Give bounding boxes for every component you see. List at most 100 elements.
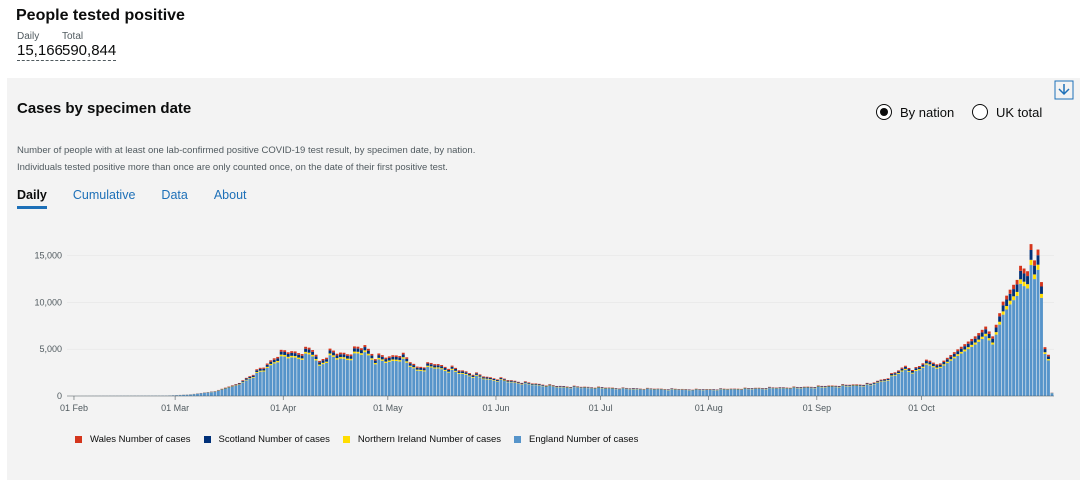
- bar-england: [230, 386, 234, 396]
- bar-england: [764, 389, 768, 396]
- bar-scotland: [897, 371, 900, 374]
- bar-england: [527, 384, 531, 396]
- bar-northern-ireland: [314, 359, 318, 361]
- download-button[interactable]: [1054, 80, 1074, 100]
- bar-scotland: [583, 387, 587, 388]
- bar-wales: [1043, 347, 1047, 350]
- bar-northern-ireland: [258, 370, 262, 372]
- bar-wales: [373, 359, 377, 361]
- bar-northern-ireland: [478, 376, 482, 378]
- daily-label: Daily: [17, 31, 40, 42]
- bar-england: [583, 387, 587, 396]
- bar-wales: [384, 357, 388, 360]
- bar-wales: [959, 346, 963, 349]
- bar-england: [206, 392, 210, 396]
- headline-title: People tested positive: [16, 7, 185, 24]
- bar-northern-ireland: [408, 365, 412, 367]
- bar-wales: [461, 370, 464, 372]
- radio-by-nation-label: By nation: [900, 104, 955, 120]
- bar-england: [555, 387, 559, 396]
- bar-northern-ireland: [394, 359, 398, 362]
- bar-northern-ireland: [461, 373, 464, 374]
- bar-wales: [394, 355, 398, 358]
- bar-northern-ireland: [276, 360, 280, 363]
- bar-scotland: [1047, 356, 1050, 360]
- bar-england: [311, 356, 315, 396]
- bar-england: [516, 383, 520, 396]
- bar-england: [890, 376, 893, 396]
- legend-swatch-northern-ireland: [342, 436, 350, 443]
- bar-scotland: [262, 368, 266, 371]
- bar-england: [792, 387, 796, 396]
- bar-northern-ireland: [359, 353, 363, 355]
- bar-england: [380, 360, 384, 396]
- bar-england: [865, 384, 869, 396]
- tab-cumulative[interactable]: Cumulative: [72, 188, 136, 202]
- bar-wales: [1001, 301, 1005, 306]
- bar-england: [736, 389, 740, 396]
- bar-wales: [1015, 279, 1019, 285]
- legend-item-england[interactable]: England Number of cases: [514, 434, 638, 445]
- bar-scotland: [283, 352, 287, 355]
- x-tick-label: 01 Aug: [695, 403, 723, 413]
- bar-scotland: [631, 388, 635, 389]
- bar-wales: [349, 354, 353, 357]
- bar-scotland: [883, 379, 886, 381]
- bar-northern-ireland: [495, 381, 499, 382]
- bar-england: [768, 388, 771, 396]
- tab-data[interactable]: Data: [161, 188, 188, 202]
- bar-wales: [391, 355, 395, 357]
- bar-wales: [513, 380, 517, 382]
- bar-scotland: [966, 343, 970, 348]
- bar-england: [935, 368, 939, 396]
- legend-item-scotland[interactable]: Scotland Number of cases: [203, 434, 330, 445]
- daily-value[interactable]: 15,166: [17, 42, 63, 61]
- bar-wales: [443, 366, 447, 369]
- bar-england: [991, 344, 995, 396]
- bar-scotland: [830, 385, 834, 387]
- radio-uk-total[interactable]: UK total: [972, 104, 1042, 120]
- bar-england: [579, 388, 583, 396]
- bar-england: [415, 370, 419, 396]
- bar-england: [384, 362, 388, 396]
- bar-northern-ireland: [883, 380, 886, 382]
- bar-england: [192, 394, 196, 396]
- bar-england: [405, 362, 409, 396]
- bar-scotland: [876, 381, 880, 383]
- bar-northern-ireland: [363, 350, 367, 353]
- bar-scotland: [1019, 270, 1023, 280]
- radio-by-nation[interactable]: By nation: [876, 104, 954, 120]
- bar-england: [907, 371, 911, 396]
- bar-scotland: [1029, 250, 1033, 260]
- tab-about[interactable]: About: [213, 188, 247, 202]
- bar-northern-ireland: [325, 361, 328, 363]
- bar-northern-ireland: [509, 381, 513, 383]
- bar-england: [248, 378, 252, 396]
- bar-scotland: [917, 367, 921, 370]
- total-value[interactable]: 590,844: [62, 42, 117, 61]
- bar-scotland: [1033, 265, 1036, 275]
- legend-item-northern-ireland[interactable]: Northern Ireland Number of cases: [342, 434, 501, 445]
- legend-item-wales[interactable]: Wales Number of cases: [75, 434, 191, 445]
- bar-england: [781, 388, 785, 396]
- bar-wales: [1033, 260, 1036, 266]
- bar-wales: [499, 377, 503, 379]
- bar-england: [342, 358, 346, 396]
- tab-daily[interactable]: Daily: [17, 188, 47, 209]
- bar-scotland: [516, 382, 520, 384]
- bar-wales: [890, 373, 893, 374]
- bar-northern-ireland: [938, 366, 942, 368]
- bar-england: [272, 363, 276, 396]
- bar-wales: [872, 382, 876, 383]
- bar-wales: [506, 380, 510, 381]
- legend-swatch-england: [514, 436, 522, 443]
- bar-northern-ireland: [471, 376, 475, 378]
- bar-northern-ireland: [457, 372, 461, 374]
- bar-scotland: [450, 366, 454, 369]
- bar-northern-ireland: [346, 358, 349, 361]
- bar-england: [778, 388, 782, 396]
- bar-england: [761, 389, 764, 396]
- bar-england: [973, 344, 977, 396]
- bar-scotland: [977, 335, 981, 340]
- bar-scotland: [1022, 273, 1026, 282]
